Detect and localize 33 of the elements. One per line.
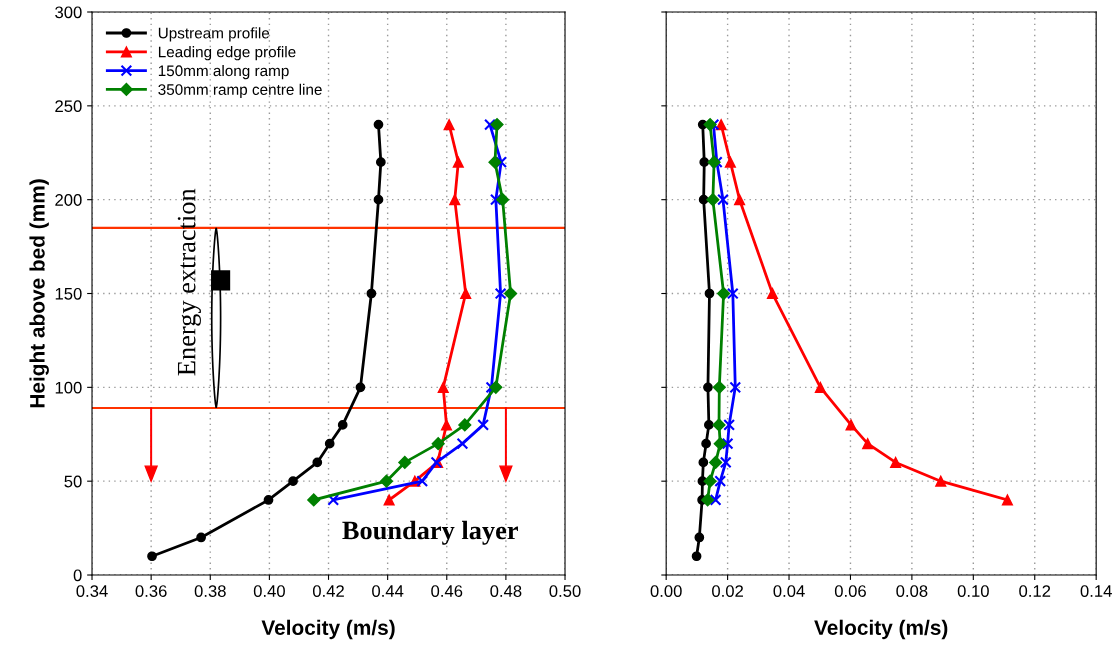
x-tick-label: 0.10 <box>957 585 989 597</box>
legend-label: 350mm ramp centre line <box>158 83 322 98</box>
x-tick-label: 0.44 <box>372 585 404 597</box>
legend-label: Upstream profile <box>158 27 270 42</box>
x-tick-label: 0.40 <box>253 585 285 597</box>
x-tick-label: 0.12 <box>1019 585 1051 597</box>
y-tick-label: 250 <box>55 100 82 113</box>
y-tick-label: 0 <box>73 569 82 582</box>
y-tick-label: 150 <box>55 287 82 300</box>
x-axis-title: Velocity (m/s) <box>814 619 948 640</box>
x-tick-label: 0.50 <box>549 585 581 597</box>
y-axis-title: Height above bed (mm) <box>29 179 49 408</box>
y-tick-label: 200 <box>55 194 82 206</box>
x-tick-label: 0.00 <box>650 585 682 597</box>
y-tick-label: 100 <box>55 381 82 394</box>
x-tick-label: 0.42 <box>312 585 344 597</box>
x-tick-label: 0.04 <box>773 585 805 597</box>
x-tick-label: 0.02 <box>712 585 743 597</box>
x-tick-label: 0.14 <box>1080 585 1112 597</box>
legend-label: 150mm along ramp <box>158 64 289 80</box>
legend-label: Leading edge profile <box>158 46 296 61</box>
x-tick-label: 0.08 <box>896 585 928 597</box>
x-tick-label: 0.36 <box>135 585 167 597</box>
x-tick-label: 0.48 <box>490 585 522 597</box>
x-tick-label: 0.38 <box>194 585 226 597</box>
x-axis-title: Velocity (m/s) <box>261 619 395 640</box>
annotation: Boundary layer <box>342 520 518 545</box>
y-tick-label: 50 <box>64 475 82 488</box>
x-tick-label: 0.34 <box>76 585 108 597</box>
annotation: Energy extraction <box>177 188 201 376</box>
x-tick-label: 0.46 <box>431 585 463 597</box>
x-tick-label: 0.06 <box>834 585 866 597</box>
y-tick-label: 300 <box>55 6 82 19</box>
